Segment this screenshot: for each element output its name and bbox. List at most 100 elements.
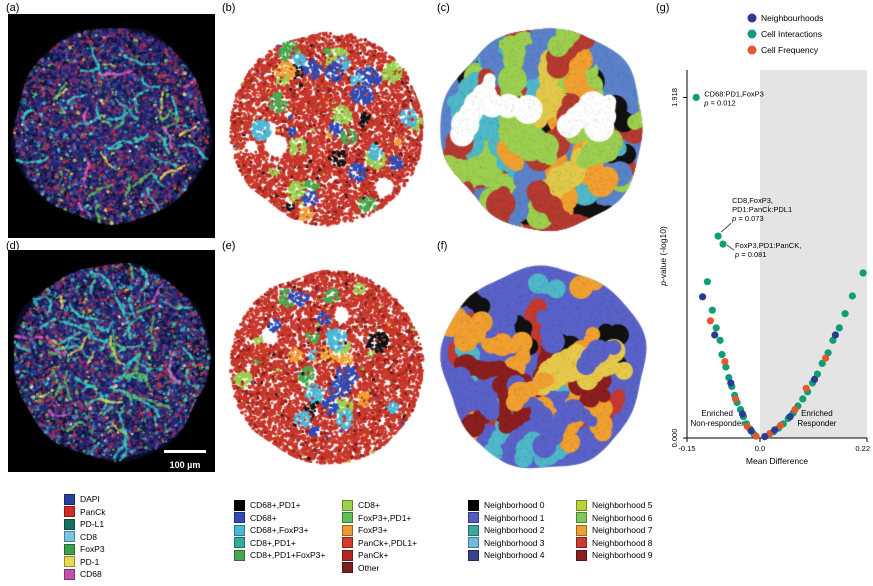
panel-d-label: (d) bbox=[6, 240, 20, 252]
legend-label: CD8 bbox=[80, 531, 98, 542]
data-point bbox=[714, 232, 722, 240]
legend-swatch bbox=[64, 506, 75, 518]
legend-item: CD8+ bbox=[342, 499, 417, 511]
data-point bbox=[706, 317, 714, 325]
legend-item: CD68+ bbox=[234, 512, 325, 524]
legend-item: Neighborhood 4 bbox=[468, 549, 545, 561]
data-point bbox=[719, 240, 727, 248]
legend-label: Neighborhood 7 bbox=[592, 525, 653, 536]
neighborhood-legend-col1: Neighborhood 0 Neighborhood 1 Neighborhood… bbox=[468, 499, 545, 561]
legend-label: FoxP3+,PD1+ bbox=[358, 512, 412, 523]
legend-item: PanCk+ bbox=[342, 549, 417, 561]
chart-legend-label: Cell Interactions bbox=[761, 29, 822, 39]
legend-swatch bbox=[468, 499, 479, 511]
panel-f-neighborhood-map bbox=[438, 252, 650, 482]
legend-label: CD68+ bbox=[250, 512, 277, 523]
legend-label: FoxP3 bbox=[80, 544, 105, 555]
panel-a-fluorescence-image bbox=[8, 14, 215, 238]
data-point bbox=[810, 375, 819, 383]
data-point bbox=[692, 93, 700, 101]
legend-label: FoxP3+ bbox=[358, 525, 388, 536]
legend-label: Neighborhood 8 bbox=[592, 537, 653, 548]
legend-label: DAPI bbox=[80, 494, 100, 505]
legend-swatch bbox=[342, 537, 353, 549]
annotation-text: p = 0.012 bbox=[703, 98, 736, 107]
legend-label: CD68+,FoxP3+ bbox=[250, 525, 309, 536]
legend-swatch bbox=[342, 549, 353, 561]
data-point bbox=[732, 395, 740, 403]
chart-legend-swatch bbox=[747, 45, 757, 55]
legend-swatch bbox=[234, 499, 245, 511]
legend-item: CD68 bbox=[64, 568, 106, 580]
data-point bbox=[802, 384, 810, 392]
legend-item: PD-1 bbox=[64, 556, 106, 568]
data-point bbox=[747, 427, 755, 435]
data-point bbox=[848, 292, 856, 300]
legend-swatch bbox=[64, 531, 75, 543]
data-point bbox=[841, 310, 849, 318]
legend-item: CD8+,PD1+FoxP3+ bbox=[234, 549, 325, 561]
data-point bbox=[859, 269, 867, 277]
data-point bbox=[818, 359, 826, 367]
panel-c-label: (c) bbox=[437, 2, 450, 14]
region-label: Enriched bbox=[701, 409, 733, 418]
legend-label: PD-L1 bbox=[80, 519, 105, 530]
legend-item: CD8+,PD1+ bbox=[234, 537, 325, 549]
panel-g-chart: 0.000 1.918 -0.15 0.0 0.22 p-value (-log10) Me… bbox=[658, 13, 870, 466]
data-point bbox=[711, 331, 719, 339]
data-point bbox=[722, 363, 730, 371]
legend-swatch bbox=[468, 512, 479, 524]
legend-swatch bbox=[64, 556, 75, 568]
legend-label: Neighborhood 1 bbox=[484, 512, 545, 523]
legend-swatch bbox=[576, 524, 587, 536]
annotation-text: CD8,FoxP3, bbox=[732, 196, 773, 205]
legend-swatch bbox=[64, 543, 75, 555]
annotation-text: PD1:PanCk:PDL1 bbox=[732, 205, 792, 214]
legend-swatch bbox=[234, 512, 245, 524]
legend-label: PD-1 bbox=[80, 556, 100, 567]
legend-swatch bbox=[64, 568, 75, 580]
legend-swatch bbox=[342, 512, 353, 524]
legend-item: Neighborhood 0 bbox=[468, 499, 545, 511]
phenotype-legend-col2: CD8+ FoxP3+,PD1+ FoxP3+ PanCk+,PDL1+ PanCk+ O… bbox=[342, 499, 417, 574]
data-point bbox=[718, 350, 726, 359]
x-tick-label: 0.0 bbox=[755, 444, 765, 453]
data-point bbox=[761, 433, 769, 441]
annotation-text: p = 0.073 bbox=[731, 214, 764, 223]
legend-swatch bbox=[234, 524, 245, 536]
chart-legend-label: Cell Frequency bbox=[761, 45, 819, 55]
legend-item: Neighborhood 6 bbox=[576, 512, 653, 524]
x-axis-title: Mean Difference bbox=[746, 456, 808, 466]
chart-legend-swatch bbox=[747, 13, 757, 23]
data-point bbox=[813, 370, 821, 378]
scale-bar-line bbox=[164, 450, 206, 453]
data-point bbox=[752, 432, 760, 440]
legend-label: CD8+,PD1+ bbox=[250, 537, 296, 548]
data-point bbox=[822, 354, 830, 362]
data-point bbox=[716, 336, 724, 344]
legend-label: Neighborhood 0 bbox=[484, 500, 545, 511]
legend-swatch bbox=[234, 549, 245, 561]
legend-label: CD68+,PD1+ bbox=[250, 500, 301, 511]
legend-item: FoxP3 bbox=[64, 543, 106, 555]
region-label: Enriched bbox=[801, 409, 833, 418]
data-point bbox=[771, 426, 779, 434]
y-tick-label: 1.918 bbox=[670, 88, 679, 107]
legend-swatch bbox=[576, 512, 587, 524]
data-point bbox=[791, 406, 799, 414]
panel-f-label: (f) bbox=[437, 240, 448, 252]
legend-item: PanCk+,PDL1+ bbox=[342, 537, 417, 549]
legend-swatch bbox=[342, 562, 353, 574]
y-axis-title: p-value (-log10) bbox=[658, 226, 668, 287]
data-point bbox=[776, 422, 784, 430]
neighborhood-legend-col2: Neighborhood 5 Neighborhood 6 Neighborhood… bbox=[576, 499, 653, 561]
scale-bar-label: 100 µm bbox=[169, 460, 201, 470]
legend-label: PanCk+ bbox=[358, 550, 389, 561]
data-point bbox=[708, 306, 716, 314]
legend-label: Neighborhood 9 bbox=[592, 550, 653, 561]
legend-swatch bbox=[342, 499, 353, 511]
data-point bbox=[835, 324, 843, 332]
annotation-leader bbox=[720, 222, 732, 233]
region-label: Responder bbox=[797, 419, 836, 428]
data-point bbox=[703, 278, 711, 286]
